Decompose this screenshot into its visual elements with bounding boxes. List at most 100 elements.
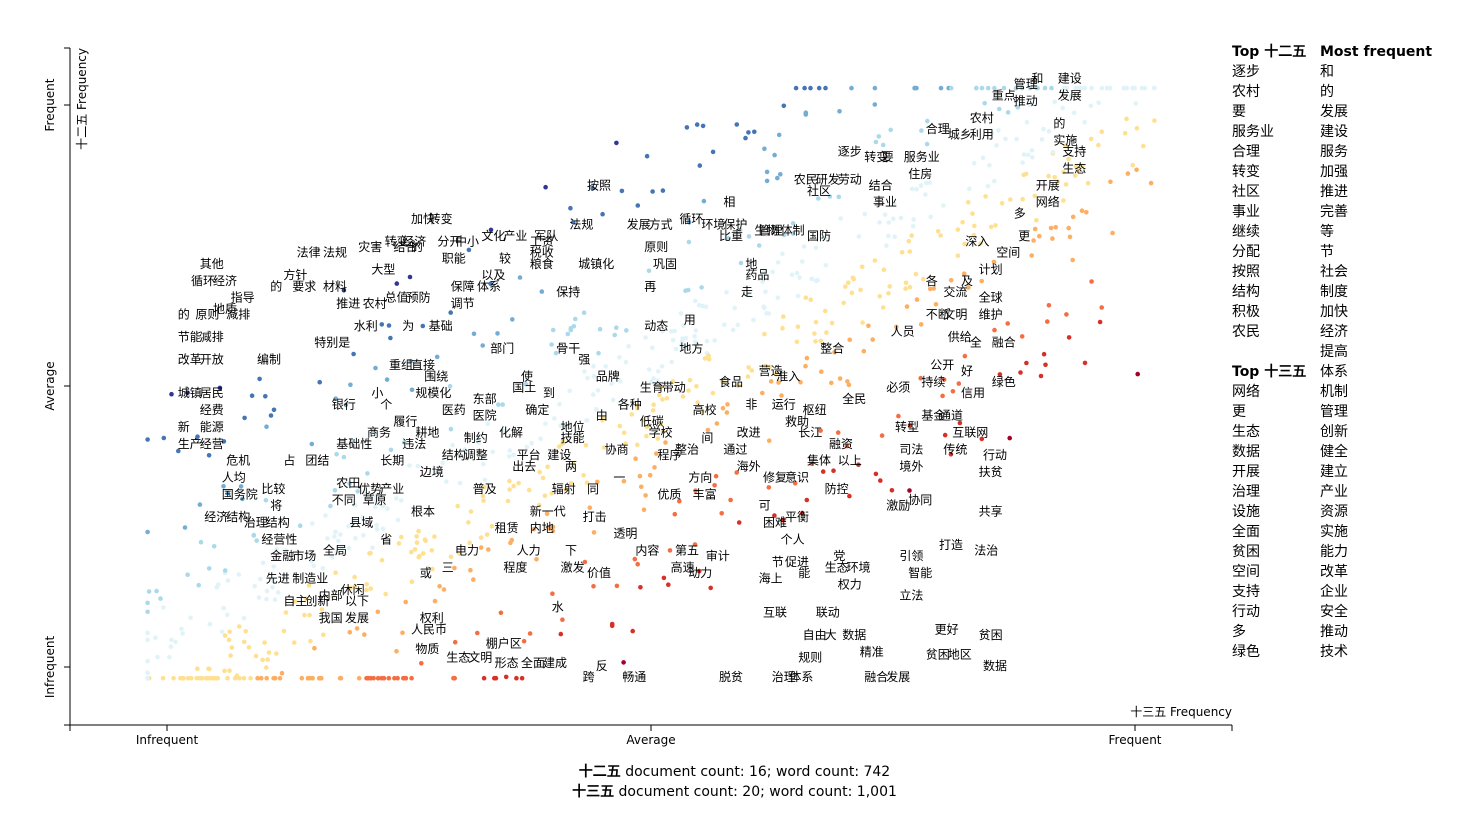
word-point[interactable] <box>507 454 512 459</box>
word-point[interactable] <box>368 675 374 681</box>
word-label[interactable]: 困难 <box>763 516 787 530</box>
word-point[interactable] <box>1001 85 1007 91</box>
word-point[interactable] <box>872 102 878 107</box>
word-point[interactable] <box>651 402 656 408</box>
frequent-word[interactable]: 加快 <box>1320 304 1348 320</box>
word-point[interactable] <box>872 258 878 263</box>
word-point[interactable] <box>182 525 188 530</box>
word-point[interactable] <box>795 293 801 299</box>
word-point[interactable] <box>790 221 796 226</box>
word-point[interactable] <box>809 461 814 467</box>
word-point[interactable] <box>610 397 616 403</box>
word-point[interactable] <box>907 284 913 290</box>
word-label[interactable]: 分开 <box>437 235 461 249</box>
word-point[interactable] <box>957 420 963 426</box>
word-label[interactable]: 优势 <box>358 482 382 496</box>
word-point[interactable] <box>434 354 440 360</box>
word-point[interactable] <box>693 488 698 494</box>
word-point[interactable] <box>1104 85 1110 91</box>
word-point[interactable] <box>880 142 886 148</box>
word-point[interactable] <box>988 224 994 230</box>
word-point[interactable] <box>246 645 252 650</box>
word-point[interactable] <box>352 502 358 508</box>
word-label[interactable]: 经济 <box>204 509 228 524</box>
word-label[interactable]: 国防 <box>807 228 831 243</box>
word-label[interactable]: 的 <box>1053 116 1065 131</box>
word-label[interactable]: 文明 <box>468 649 492 664</box>
word-point[interactable] <box>972 223 977 229</box>
word-label[interactable]: 改进 <box>737 426 761 440</box>
word-point[interactable] <box>987 163 992 168</box>
word-point[interactable] <box>516 480 521 486</box>
word-point[interactable] <box>713 473 719 479</box>
word-label[interactable]: 加快 <box>411 212 435 226</box>
word-label[interactable]: 居民 <box>200 386 224 400</box>
word-point[interactable] <box>1082 360 1088 366</box>
word-point[interactable] <box>992 178 997 184</box>
word-label[interactable]: 水利 <box>354 319 378 333</box>
word-point[interactable] <box>407 274 413 280</box>
word-point[interactable] <box>843 284 848 289</box>
word-point[interactable] <box>781 314 786 319</box>
word-label[interactable]: 再 <box>644 280 656 294</box>
word-point[interactable] <box>332 534 337 539</box>
word-label[interactable]: 占 <box>283 453 295 468</box>
word-label[interactable]: 人民币 <box>411 622 447 636</box>
word-point[interactable] <box>719 511 724 516</box>
word-point[interactable] <box>238 484 244 489</box>
top13-word[interactable]: 多 <box>1232 624 1246 640</box>
top12-word[interactable]: 农民 <box>1232 324 1260 340</box>
word-point[interactable] <box>323 513 328 518</box>
word-point[interactable] <box>823 262 829 268</box>
word-point[interactable] <box>432 598 438 604</box>
word-point[interactable] <box>1068 93 1074 99</box>
word-point[interactable] <box>155 654 160 660</box>
word-point[interactable] <box>402 675 408 681</box>
word-point[interactable] <box>979 85 985 91</box>
word-point[interactable] <box>637 473 643 479</box>
word-label[interactable]: 长江 <box>798 426 822 440</box>
word-point[interactable] <box>271 675 276 681</box>
word-point[interactable] <box>194 675 200 681</box>
word-point[interactable] <box>983 194 988 199</box>
word-label[interactable]: 农村 <box>970 111 994 125</box>
frequent-word[interactable]: 和 <box>1320 64 1334 80</box>
word-label[interactable]: 骨干 <box>556 341 580 355</box>
word-point[interactable] <box>270 585 275 590</box>
word-point[interactable] <box>899 250 905 255</box>
word-point[interactable] <box>886 233 891 239</box>
word-point[interactable] <box>658 384 663 390</box>
frequent-word[interactable]: 节 <box>1320 244 1334 260</box>
word-label[interactable]: 劳动 <box>838 173 862 187</box>
word-point[interactable] <box>1020 160 1025 165</box>
word-label[interactable]: 各 <box>926 273 938 288</box>
word-label[interactable]: 发展 <box>627 217 651 232</box>
word-point[interactable] <box>145 658 150 664</box>
word-label[interactable]: 基础 <box>429 319 453 333</box>
word-label[interactable]: 和 <box>1031 72 1043 86</box>
word-point[interactable] <box>736 520 742 525</box>
word-label[interactable]: 数据 <box>983 658 1007 673</box>
word-label[interactable]: 智能 <box>908 565 932 580</box>
word-point[interactable] <box>889 488 895 493</box>
word-label[interactable]: 生态 <box>825 561 849 575</box>
word-point[interactable] <box>414 534 419 539</box>
word-point[interactable] <box>894 324 899 330</box>
word-point[interactable] <box>907 488 912 493</box>
word-point[interactable] <box>962 241 967 247</box>
word-label[interactable]: 以及 <box>481 268 505 282</box>
word-point[interactable] <box>960 220 965 225</box>
word-label[interactable]: 形态 <box>495 656 519 670</box>
word-point[interactable] <box>550 528 556 534</box>
word-point[interactable] <box>333 529 338 535</box>
word-point[interactable] <box>370 545 375 550</box>
word-point[interactable] <box>658 421 664 427</box>
word-point[interactable] <box>938 85 944 91</box>
word-point[interactable] <box>720 405 726 411</box>
word-point[interactable] <box>168 644 174 650</box>
word-point[interactable] <box>167 654 172 660</box>
word-label[interactable]: 调整 <box>464 447 488 462</box>
word-point[interactable] <box>206 666 211 672</box>
word-point[interactable] <box>509 537 515 543</box>
word-point[interactable] <box>434 470 440 475</box>
